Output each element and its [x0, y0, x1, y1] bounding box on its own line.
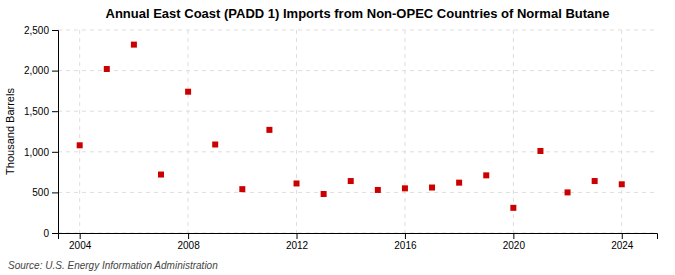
- tick: 2,500: [24, 25, 58, 36]
- point: [456, 180, 462, 186]
- tick: 2012: [286, 233, 309, 251]
- grid: [58, 30, 657, 233]
- tick-mark: [188, 233, 189, 239]
- point: [348, 178, 354, 184]
- tick-mark: [513, 233, 514, 239]
- tick: 2020: [503, 233, 526, 251]
- tick-label: 2016: [394, 240, 417, 251]
- tick: 1,500: [24, 106, 58, 117]
- tick-mark: [405, 233, 406, 239]
- grid-line: [188, 30, 189, 233]
- tick-mark: [52, 152, 58, 153]
- point: [429, 185, 435, 191]
- tick: 2004: [69, 233, 92, 251]
- x-axis: 2004 2008 2012 2016 2020 2024: [59, 233, 658, 251]
- point: [104, 66, 110, 72]
- tick-mark: [52, 192, 58, 193]
- tick-mark: [622, 233, 623, 239]
- grid-line: [296, 30, 297, 233]
- point: [294, 180, 300, 186]
- x-axis-line: [59, 234, 658, 240]
- point: [565, 189, 571, 195]
- tick: 2016: [394, 233, 417, 251]
- tick-mark: [80, 233, 81, 239]
- source-note: Source: U.S. Energy Information Administ…: [8, 260, 218, 271]
- tick-label: 2,000: [24, 65, 49, 76]
- point: [537, 148, 543, 154]
- point: [321, 191, 327, 197]
- tick-mark: [52, 71, 58, 72]
- point: [375, 187, 381, 193]
- tick-mark: [52, 111, 58, 112]
- tick-label: 2024: [611, 240, 634, 251]
- grid-line: [58, 30, 657, 31]
- grid-line: [513, 30, 514, 233]
- tick-label: 2004: [69, 240, 92, 251]
- grid-line: [79, 30, 80, 233]
- point: [510, 205, 516, 211]
- tick-mark: [297, 233, 298, 239]
- tick-label: 0: [43, 228, 49, 239]
- chart: 2004 2008 2012 2016 2020 2024 0 500 1,000 1,500 2,…: [0, 0, 675, 275]
- tick: 1,000: [24, 147, 58, 158]
- grid-line: [404, 30, 405, 233]
- tick: 2024: [611, 233, 634, 251]
- grid-line: [58, 70, 657, 71]
- point: [266, 127, 272, 133]
- tick-label: 1,000: [24, 147, 49, 158]
- tick-label: 2012: [286, 240, 309, 251]
- points: [77, 42, 625, 211]
- point: [402, 185, 408, 191]
- tick: 500: [32, 187, 58, 198]
- tick-mark: [52, 30, 58, 31]
- tick-label: 2020: [503, 240, 526, 251]
- tick: 2008: [177, 233, 200, 251]
- point: [619, 181, 625, 187]
- point: [158, 172, 164, 178]
- point: [185, 89, 191, 95]
- y-axis-title: Thousand Barrels: [4, 88, 16, 175]
- title: Annual East Coast (PADD 1) Imports from …: [106, 6, 610, 21]
- grid-line: [58, 111, 657, 112]
- tick-label: 500: [32, 187, 49, 198]
- tick: 2,000: [24, 65, 58, 76]
- point: [212, 141, 218, 147]
- tick-label: 2,500: [24, 25, 49, 36]
- grid-line: [58, 151, 657, 152]
- plot: 2004 2008 2012 2016 2020 2024 0 500 1,000 1,500 2,…: [24, 25, 658, 251]
- tick-label: 2008: [177, 240, 200, 251]
- point: [239, 186, 245, 192]
- tick-label: 1,500: [24, 106, 49, 117]
- point: [77, 142, 83, 148]
- point: [131, 42, 137, 48]
- point: [592, 178, 598, 184]
- tick: 0: [43, 228, 58, 239]
- grid-line: [621, 30, 622, 233]
- point: [483, 172, 489, 178]
- y-axis-line: [52, 31, 59, 234]
- y-axis: 0 500 1,000 1,500 2,000 2,500: [24, 25, 59, 239]
- tick-mark: [52, 233, 58, 234]
